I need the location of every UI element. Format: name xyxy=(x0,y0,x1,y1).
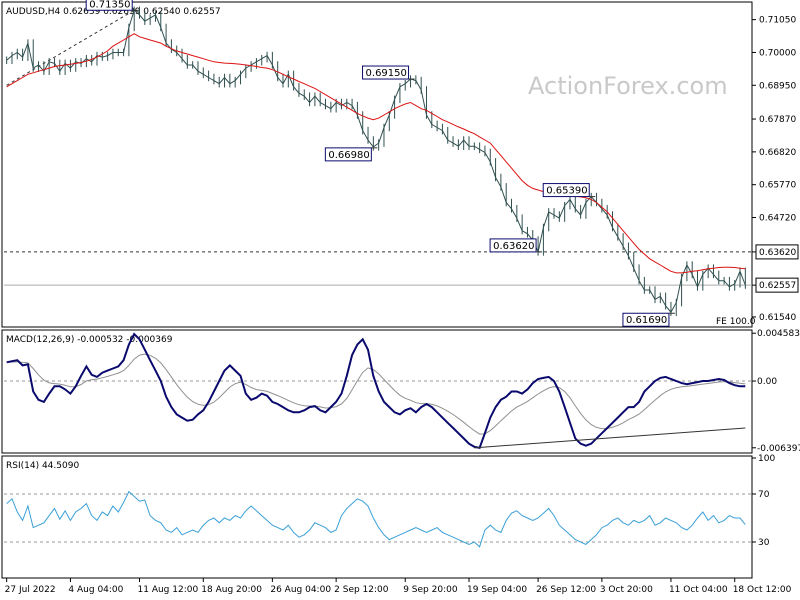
price-tick-box xyxy=(755,244,799,260)
divergence-line xyxy=(474,427,746,449)
macd-y-axis: 0.004583 0.00 -0.006397 xyxy=(752,329,800,454)
trendline xyxy=(6,9,135,86)
x-tick-label: 9 Sep 20:00 xyxy=(403,585,458,595)
ma-line xyxy=(6,33,746,274)
x-tick-label: 18 Aug 20:00 xyxy=(201,585,262,595)
annotation-box xyxy=(542,183,590,198)
price-tick-box xyxy=(755,277,799,293)
macd-header: MACD(12,26,9) -0.000532 -0.000369 xyxy=(6,335,173,345)
signal-line xyxy=(6,353,746,435)
annotation-box xyxy=(324,147,372,162)
x-tick-label: 26 Aug 04:00 xyxy=(270,585,331,595)
rsi-y-axis: 100 70 30 xyxy=(752,454,775,548)
price-tick-label: 0.71050 xyxy=(759,16,796,26)
moving-average-series xyxy=(6,33,746,274)
price-y-axis: 0.71050 0.70000 0.68950 0.67870 0.66820 0.657… xyxy=(752,16,799,323)
price-trendline xyxy=(6,9,135,86)
fe-label: FE 100.0 xyxy=(716,317,756,327)
x-tick-label: 11 Aug 12:00 xyxy=(138,585,199,595)
price-tick-label: 0.63620 xyxy=(759,248,796,258)
x-axis: 27 Jul 2022 4 Aug 04:00 11 Aug 12:00 18 Aug… xyxy=(5,578,792,595)
macd-tick-label: -0.006397 xyxy=(757,444,800,454)
rsi-line xyxy=(6,490,746,548)
macd-line xyxy=(6,332,746,449)
x-tick-label: 26 Sep 12:00 xyxy=(536,585,596,595)
annotation-label: 0.66980 xyxy=(328,150,369,161)
price-annotations: 0.71350 0.69150 0.66980 0.65390 0.63620 0.616… xyxy=(85,0,675,327)
macd-series xyxy=(6,332,746,449)
rsi-levels xyxy=(4,493,752,543)
price-series xyxy=(6,6,746,316)
annotation-label: 0.65390 xyxy=(546,186,587,197)
annotation-box xyxy=(622,312,670,327)
macd-divergence-line xyxy=(474,427,746,449)
x-tick-label: 19 Sep 04:00 xyxy=(467,585,527,595)
price-tick-label: 0.62557 xyxy=(759,281,796,291)
macd-signal-series xyxy=(6,353,746,435)
macd-panel-frame xyxy=(1,329,753,454)
x-tick-label: 3 Oct 20:00 xyxy=(600,585,653,595)
annotation-box xyxy=(85,0,133,11)
rsi-tick-label: 100 xyxy=(758,454,775,464)
rsi-tick-label: 30 xyxy=(758,538,770,548)
x-tick-label: 4 Aug 04:00 xyxy=(68,585,123,595)
price-tick-label: 0.61540 xyxy=(759,313,796,323)
x-tick-label: 27 Jul 2022 xyxy=(5,585,56,595)
price-tick-label: 0.68950 xyxy=(759,81,796,91)
rsi-panel-frame xyxy=(1,455,753,579)
annotation-label: 0.69150 xyxy=(366,68,407,79)
price-tick-label: 0.66820 xyxy=(759,148,796,158)
price-tick-label: 0.65770 xyxy=(759,181,796,191)
annotation-box xyxy=(489,238,537,253)
price-tick-label: 0.64720 xyxy=(759,214,796,224)
watermark: ActionForex.com xyxy=(528,72,728,100)
x-tick-label: 11 Oct 04:00 xyxy=(669,585,728,595)
rsi-series xyxy=(6,490,746,548)
price-hlines xyxy=(4,251,752,286)
x-tick-label: 2 Sep 12:00 xyxy=(334,585,389,595)
price-header: AUDUSD,H4 0.62639 0.62639 0.62540 0.6255… xyxy=(6,7,221,17)
rsi-header: RSI(14) 44.5090 xyxy=(6,461,79,471)
annotation-label: 0.63620 xyxy=(493,241,534,252)
price-panel-frame xyxy=(1,1,753,328)
macd-tick-label: 0.00 xyxy=(757,377,777,387)
annotation-label: 0.61690 xyxy=(626,315,667,326)
price-line xyxy=(6,9,746,314)
annotation-label: 0.71350 xyxy=(89,0,130,10)
x-tick-label: 18 Oct 12:00 xyxy=(733,585,792,595)
rsi-tick-label: 70 xyxy=(758,490,770,500)
annotation-box xyxy=(362,65,410,80)
price-tick-label: 0.70000 xyxy=(759,48,796,58)
price-tick-label: 0.67870 xyxy=(759,115,796,125)
macd-tick-label: 0.004583 xyxy=(757,329,800,339)
